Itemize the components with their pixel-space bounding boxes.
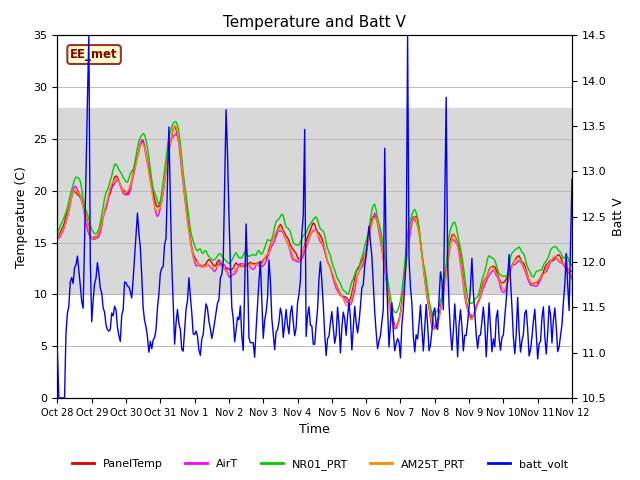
Y-axis label: Batt V: Batt V xyxy=(612,197,625,236)
Legend: PanelTemp, AirT, NR01_PRT, AM25T_PRT, batt_volt: PanelTemp, AirT, NR01_PRT, AM25T_PRT, ba… xyxy=(68,455,572,474)
Title: Temperature and Batt V: Temperature and Batt V xyxy=(223,15,406,30)
Text: EE_met: EE_met xyxy=(70,48,118,61)
Bar xyxy=(58,108,572,294)
X-axis label: Time: Time xyxy=(300,423,330,436)
Y-axis label: Temperature (C): Temperature (C) xyxy=(15,166,28,267)
